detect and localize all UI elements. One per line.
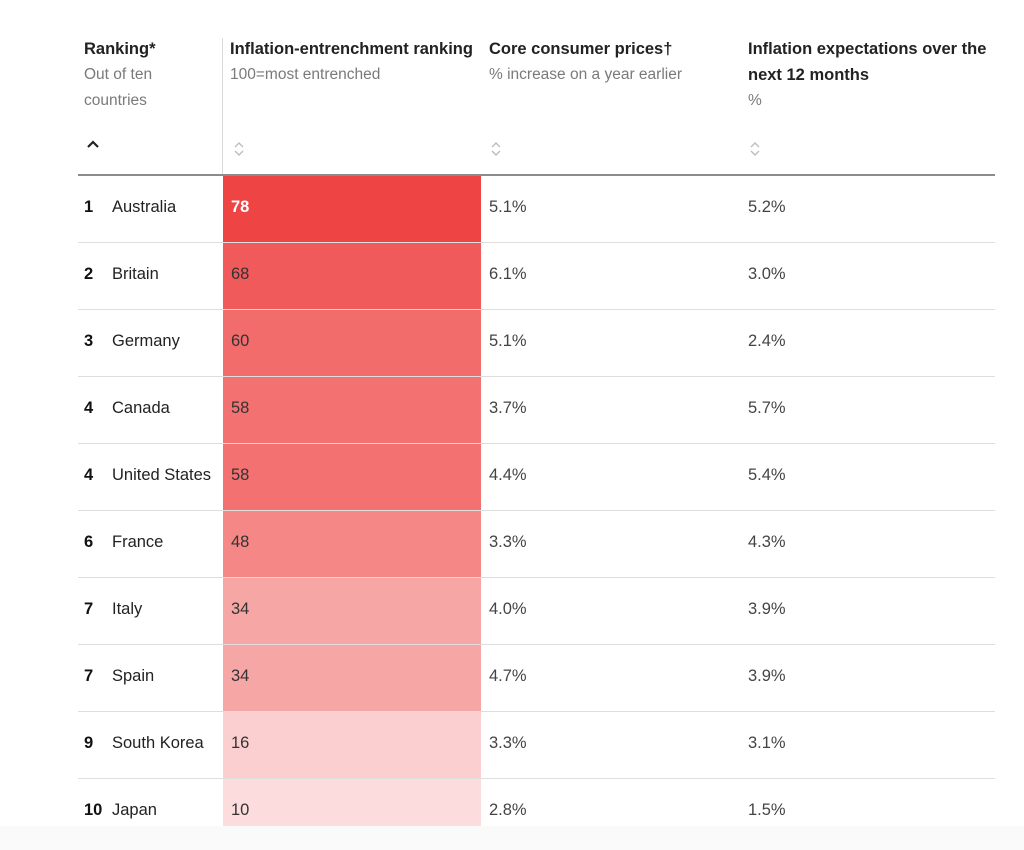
inflation-table: Ranking* Out of ten countries Inflation-…	[78, 36, 995, 846]
country-cell: France	[112, 533, 164, 551]
core-prices-cell: 5.1%	[489, 332, 527, 350]
rank-cell: 6	[84, 533, 94, 551]
header-core-prices[interactable]: Core consumer prices† % increase on a ye…	[489, 36, 739, 88]
country-cell: Italy	[112, 600, 143, 618]
table-row: 4 United States 58 4.4% 5.4%	[78, 444, 995, 511]
expectations-cell: 5.2%	[748, 198, 786, 216]
sort-updown-icon[interactable]	[232, 139, 246, 162]
header-core-prices-subtitle: % increase on a year earlier	[489, 66, 682, 83]
core-prices-cell: 3.3%	[489, 533, 527, 551]
table-row: 2 Britain 68 6.1% 3.0%	[78, 243, 995, 310]
entrenchment-cell: 60	[223, 310, 481, 376]
table-row: 6 France 48 3.3% 4.3%	[78, 511, 995, 578]
header-expectations-title: Inflation expectations over the next 12 …	[748, 40, 987, 84]
header-entrenchment-subtitle: 100=most entrenched	[230, 66, 381, 83]
core-prices-cell: 5.1%	[489, 198, 527, 216]
expectations-cell: 1.5%	[748, 801, 786, 819]
entrenchment-cell: 48	[223, 511, 481, 577]
rank-cell: 9	[84, 734, 94, 752]
expectations-cell: 4.3%	[748, 533, 786, 551]
table-row: 4 Canada 58 3.7% 5.7%	[78, 377, 995, 444]
table-row: 1 Australia 78 5.1% 5.2%	[78, 176, 995, 243]
country-cell: Japan	[112, 801, 157, 819]
core-prices-cell: 4.0%	[489, 600, 527, 618]
chevron-up-icon[interactable]	[86, 137, 100, 153]
expectations-cell: 2.4%	[748, 332, 786, 350]
entrenchment-cell: 16	[223, 712, 481, 778]
header-expectations-subtitle: %	[748, 92, 762, 109]
rank-cell: 2	[84, 265, 94, 283]
expectations-cell: 5.4%	[748, 466, 786, 484]
rank-cell: 3	[84, 332, 94, 350]
table-row: 7 Italy 34 4.0% 3.9%	[78, 578, 995, 645]
header-ranking[interactable]: Ranking* Out of ten countries	[84, 36, 204, 114]
column-divider	[222, 38, 223, 174]
country-cell: Britain	[112, 265, 159, 283]
country-cell: United States	[112, 466, 212, 484]
entrenchment-cell: 58	[223, 444, 481, 510]
expectations-cell: 3.1%	[748, 734, 786, 752]
table-row: 3 Germany 60 5.1% 2.4%	[78, 310, 995, 377]
core-prices-cell: 4.7%	[489, 667, 527, 685]
country-cell: Spain	[112, 667, 155, 685]
header-ranking-title: Ranking*	[84, 40, 156, 58]
rank-cell: 7	[84, 667, 94, 685]
sort-updown-icon[interactable]	[748, 139, 762, 162]
table-row: 7 Spain 34 4.7% 3.9%	[78, 645, 995, 712]
entrenchment-cell: 68	[223, 243, 481, 309]
header-entrenchment[interactable]: Inflation-entrenchment ranking 100=most …	[230, 36, 488, 88]
country-cell: Australia	[112, 198, 177, 216]
country-cell: South Korea	[112, 734, 204, 752]
header-expectations[interactable]: Inflation expectations over the next 12 …	[748, 36, 998, 114]
header-core-prices-title: Core consumer prices†	[489, 40, 673, 58]
core-prices-cell: 6.1%	[489, 265, 527, 283]
expectations-cell: 3.0%	[748, 265, 786, 283]
header-ranking-subtitle: Out of ten countries	[84, 66, 153, 109]
expectations-cell: 3.9%	[748, 667, 786, 685]
table-header: Ranking* Out of ten countries Inflation-…	[78, 36, 995, 176]
entrenchment-cell: 34	[223, 578, 481, 644]
expectations-cell: 3.9%	[748, 600, 786, 618]
rank-cell: 1	[84, 198, 94, 216]
rank-cell: 4	[84, 399, 94, 417]
core-prices-cell: 4.4%	[489, 466, 527, 484]
sort-updown-icon[interactable]	[489, 139, 503, 162]
table-body: 1 Australia 78 5.1% 5.2% 2 Britain 68 6.1% 3.0% 3 G…	[78, 176, 995, 846]
country-cell: Canada	[112, 399, 170, 417]
entrenchment-cell: 78	[223, 176, 481, 242]
rank-cell: 4	[84, 466, 94, 484]
header-entrenchment-title: Inflation-entrenchment ranking	[230, 40, 473, 58]
core-prices-cell: 3.7%	[489, 399, 527, 417]
core-prices-cell: 2.8%	[489, 801, 527, 819]
expectations-cell: 5.7%	[748, 399, 786, 417]
page-footer-shade	[0, 826, 1024, 850]
rank-cell: 7	[84, 600, 94, 618]
country-cell: Germany	[112, 332, 180, 350]
table-row: 9 South Korea 16 3.3% 3.1%	[78, 712, 995, 779]
rank-cell: 10	[84, 801, 103, 819]
entrenchment-cell: 34	[223, 645, 481, 711]
entrenchment-cell: 58	[223, 377, 481, 443]
core-prices-cell: 3.3%	[489, 734, 527, 752]
